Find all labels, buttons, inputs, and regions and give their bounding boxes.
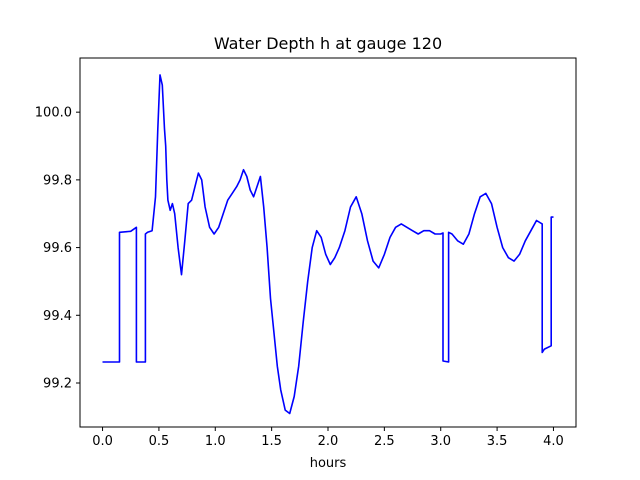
x-tick-label: 1.5 xyxy=(261,434,282,449)
x-axis-ticks: 0.0 0.5 1.0 1.5 2.0 2.5 3.0 3.5 4.0 xyxy=(92,427,564,449)
y-tick-label: 99.2 xyxy=(43,376,72,391)
series-group xyxy=(102,74,554,415)
x-tick-label: 0.5 xyxy=(149,434,170,449)
x-tick-label: 0.0 xyxy=(92,434,113,449)
y-tick-label: 99.6 xyxy=(43,241,72,256)
x-tick-label: 3.5 xyxy=(487,434,508,449)
y-axis-ticks: 99.2 99.4 99.6 99.8 100.0 xyxy=(35,106,80,391)
plot-axes: 0.0 0.5 1.0 1.5 2.0 2.5 3.0 3.5 4.0 99.2 99.4 99.6… xyxy=(35,57,577,449)
x-tick-label: 4.0 xyxy=(543,434,564,449)
chart-title: Water Depth h at gauge 120 xyxy=(214,34,442,53)
y-tick-label: 99.4 xyxy=(43,309,72,324)
series-line xyxy=(102,74,554,415)
y-tick-label: 99.8 xyxy=(43,173,72,188)
x-axis-label: hours xyxy=(310,456,347,471)
x-tick-label: 1.0 xyxy=(205,434,226,449)
y-tick-label: 100.0 xyxy=(35,106,72,121)
x-tick-label: 3.0 xyxy=(430,434,451,449)
x-tick-label: 2.5 xyxy=(374,434,395,449)
x-tick-label: 2.0 xyxy=(318,434,339,449)
